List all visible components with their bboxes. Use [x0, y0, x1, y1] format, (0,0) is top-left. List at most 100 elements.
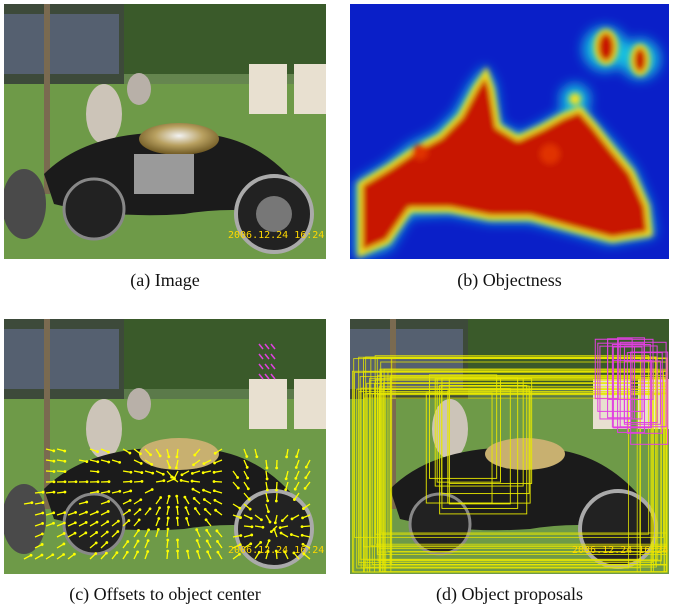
offset-arrowhead: [151, 471, 155, 475]
offset-arrowhead: [147, 528, 150, 532]
offset-arrowhead: [259, 540, 263, 544]
offset-arrow-secondary: [270, 353, 276, 360]
offset-arrowhead: [175, 455, 179, 459]
proposal-box: [358, 391, 653, 563]
offset-arrowhead: [283, 550, 287, 554]
offset-arrowhead: [52, 459, 56, 463]
offset-arrowhead: [236, 476, 240, 479]
offset-arrowhead: [137, 518, 141, 522]
offset-arrowhead: [293, 487, 297, 491]
offset-arrowhead: [118, 489, 122, 493]
offset-arrowhead: [206, 550, 210, 554]
offset-arrowhead: [168, 466, 172, 469]
offset-arrowhead: [95, 520, 99, 524]
offset-arrowhead: [175, 505, 179, 509]
offset-arrowhead: [95, 510, 99, 514]
caption-d: (d) Object proposals: [436, 584, 583, 604]
offset-arrowhead: [52, 449, 56, 453]
offset-arrowhead: [267, 539, 271, 543]
offset-arrowhead: [260, 518, 263, 522]
photo-image: 2006.12.24 16:24: [4, 4, 326, 259]
offset-arrowhead: [202, 488, 205, 492]
offsets-scene: [4, 319, 326, 574]
proposal-box: [379, 368, 654, 573]
offset-arrowhead: [214, 508, 218, 512]
offset-arrowhead: [107, 460, 111, 464]
offset-arrowhead: [213, 451, 217, 455]
offset-arrowhead: [29, 553, 33, 557]
offset-arrowhead: [107, 480, 111, 484]
offset-arrowhead: [195, 528, 199, 532]
offset-arrowhead: [302, 507, 305, 510]
offset-arrowhead: [249, 516, 253, 520]
offset-arrowhead: [266, 549, 270, 553]
offset-arrowhead: [275, 466, 279, 470]
proposal-box: [354, 371, 664, 538]
offset-arrowhead: [41, 511, 45, 515]
offset-arrowhead: [294, 466, 298, 469]
offset-arrowhead: [158, 454, 162, 458]
offset-arrowhead: [52, 490, 56, 494]
offset-arrowhead: [156, 527, 160, 531]
offset-arrowhead: [63, 490, 67, 494]
offset-arrow-secondary: [258, 343, 264, 350]
offset-arrowhead: [193, 507, 197, 510]
offset-arrowhead: [192, 463, 195, 467]
offset-arrowhead: [304, 465, 308, 469]
secondary-offset-arrows: [258, 343, 276, 380]
offset-arrowhead: [176, 549, 180, 553]
offset-arrowhead: [183, 495, 187, 499]
proposal-box-secondary: [612, 346, 643, 420]
offset-arrowhead: [139, 498, 143, 502]
offset-arrowhead: [136, 550, 139, 554]
heatmap-svg: [350, 4, 669, 259]
offset-arrowhead: [280, 519, 284, 523]
offset-arrowhead: [84, 531, 88, 535]
offset-arrowhead: [63, 470, 67, 473]
offset-arrowhead: [192, 497, 196, 500]
offset-arrowhead: [284, 477, 288, 481]
offset-arrowhead: [104, 551, 108, 555]
offset-arrowhead: [41, 522, 44, 525]
offset-arrow-secondary: [264, 343, 270, 350]
offset-arrowhead: [62, 542, 66, 546]
offset-arrow-secondary: [270, 343, 276, 350]
offset-arrowhead: [84, 521, 88, 524]
offset-arrowhead: [261, 525, 265, 529]
offset-arrowhead: [185, 516, 188, 520]
offset-arrowhead: [159, 496, 163, 499]
offset-arrowhead: [250, 533, 254, 537]
offset-arrowhead: [304, 476, 308, 480]
offset-arrowhead: [150, 462, 154, 466]
proposal-box: [448, 388, 511, 505]
offset-arrowhead: [139, 452, 142, 456]
offset-arrowhead: [116, 530, 120, 533]
timestamp-label: 2006.12.24 16:24: [228, 545, 325, 556]
offset-arrowhead: [125, 550, 129, 554]
offset-arrowhead: [212, 470, 216, 474]
offset-arrowhead: [96, 450, 99, 454]
offset-arrowhead: [96, 480, 100, 484]
offset-arrowhead: [149, 453, 152, 457]
offset-arrowhead: [146, 550, 150, 553]
offset-arrowhead: [257, 550, 261, 554]
offset-arrowhead: [245, 465, 249, 469]
offset-arrowhead: [284, 488, 288, 492]
offset-arrowhead: [238, 506, 242, 510]
offset-arrowhead: [166, 516, 170, 520]
offset-arrowhead: [128, 508, 131, 512]
offset-arrowhead: [161, 472, 165, 476]
offset-arrowhead: [129, 470, 133, 474]
offset-arrowhead: [204, 518, 208, 522]
offset-arrowhead: [274, 549, 278, 553]
offset-arrowhead: [212, 489, 216, 493]
offset-arrowhead: [303, 486, 307, 490]
offset-arrowhead: [51, 553, 55, 557]
offset-arrowhead: [96, 490, 100, 494]
offset-arrowhead: [195, 539, 199, 542]
offset-arrowhead: [167, 455, 171, 459]
offset-arrowhead: [247, 497, 251, 501]
offset-arrowhead: [300, 525, 304, 529]
proposal-box: [441, 385, 530, 495]
offset-arrowhead: [146, 539, 150, 543]
